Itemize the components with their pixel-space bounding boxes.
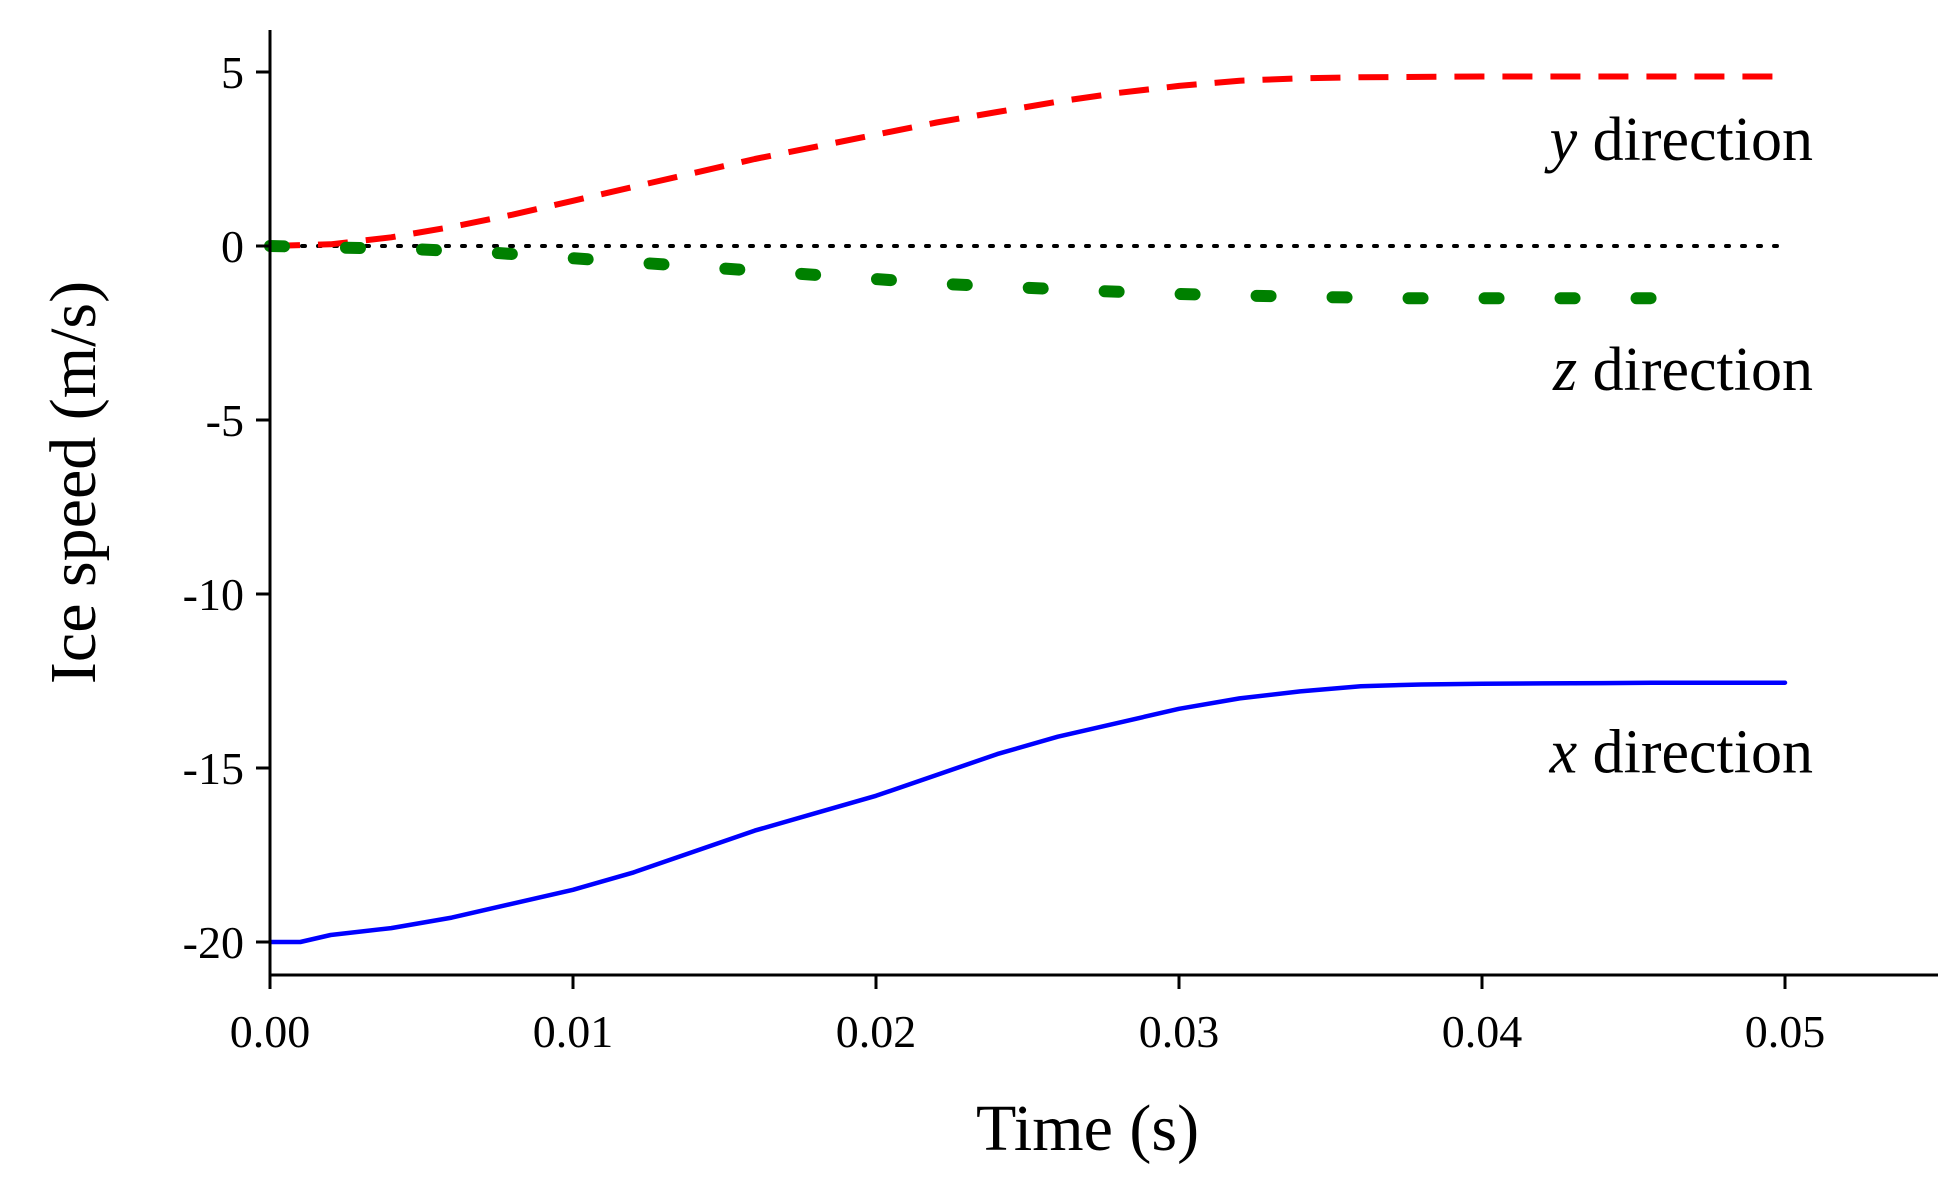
plot-series-layer: [264, 73, 1788, 945]
y-axis-title: Ice speed (m/s): [37, 281, 110, 684]
x-axis-title: Time (s): [976, 1092, 1199, 1165]
series-line-x-direction: [267, 680, 1788, 945]
x-tick-label: 0.03: [1139, 1006, 1220, 1057]
annotation-text: direction: [1577, 106, 1813, 174]
annotation-text: direction: [1577, 336, 1813, 404]
x-tick-label: 0.04: [1442, 1006, 1523, 1057]
y-tick-label: -20: [183, 917, 244, 968]
annotation-variable: x: [1549, 719, 1578, 787]
y-tick-label: -10: [183, 569, 244, 620]
annotation-text: direction: [1577, 719, 1813, 787]
y-tick-label: -15: [183, 743, 244, 794]
series-line-z-direction: [264, 240, 1716, 305]
series-annotation-x: x direction: [1549, 719, 1813, 787]
x-tick-label: 0.00: [230, 1006, 311, 1057]
annotation-variable: y: [1544, 106, 1578, 174]
x-tick-label: 0.01: [533, 1006, 614, 1057]
x-axis-ticks: 0.00 0.01 0.02 0.03 0.04 0.05: [230, 975, 1826, 1057]
x-tick-label: 0.05: [1745, 1006, 1826, 1057]
y-tick-label: 0: [221, 221, 244, 272]
y-tick-label: -5: [206, 395, 244, 446]
x-tick-label: 0.02: [836, 1006, 917, 1057]
y-tick-label: 5: [221, 47, 244, 98]
series-line-y-direction: [269, 73, 1785, 249]
annotation-variable: z: [1552, 336, 1577, 404]
series-annotation-z: z direction: [1552, 336, 1813, 404]
axes-layer: [268, 30, 1938, 977]
series-annotation-y: y direction: [1544, 106, 1813, 174]
y-axis-ticks: 5 0 -5 -10 -15 -20: [183, 47, 270, 968]
